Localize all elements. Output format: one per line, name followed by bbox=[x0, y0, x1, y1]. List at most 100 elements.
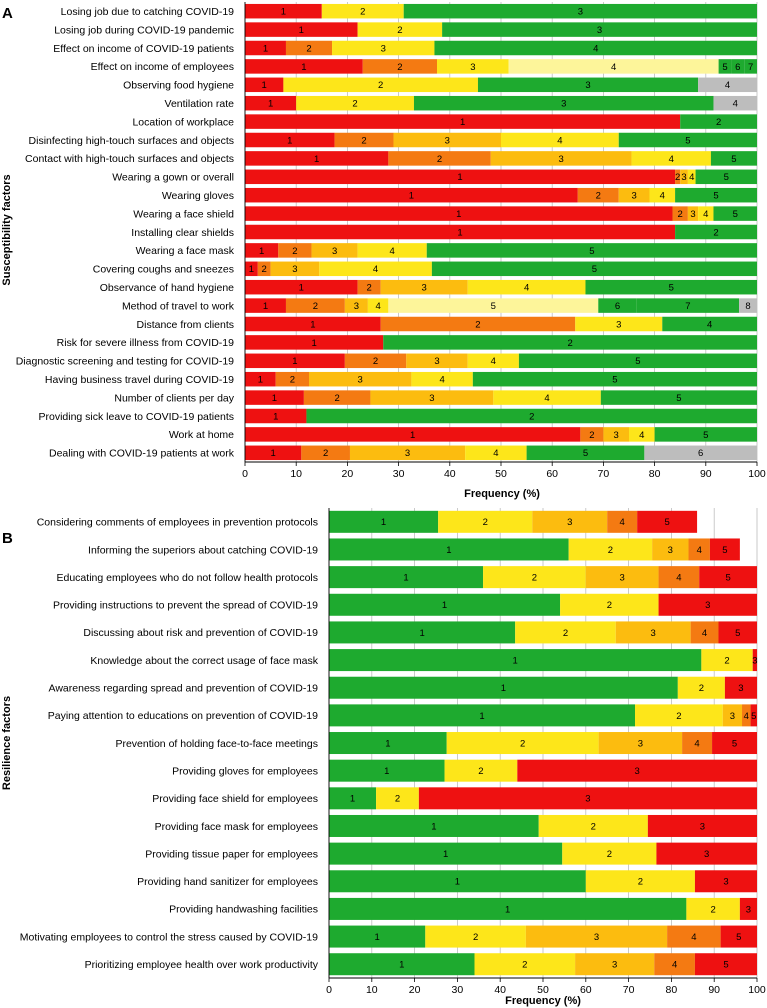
segment-number: 7 bbox=[685, 301, 690, 312]
bar-segment bbox=[357, 22, 443, 37]
segment-number: 3 bbox=[616, 319, 621, 330]
bar-segment bbox=[677, 676, 725, 699]
tick-label: 40 bbox=[444, 468, 456, 480]
category-label: Disinfecting high-touch surfaces and obj… bbox=[29, 135, 234, 147]
bar-segment bbox=[434, 40, 757, 56]
tick-label: 40 bbox=[494, 984, 506, 996]
bar-segment bbox=[474, 953, 576, 976]
segment-number: 3 bbox=[561, 99, 566, 110]
segment-number: 5 bbox=[612, 375, 617, 386]
segment-number: 4 bbox=[390, 246, 395, 257]
segment-number: 5 bbox=[725, 573, 730, 584]
bar-segment bbox=[376, 787, 419, 810]
segment-number: 1 bbox=[403, 573, 408, 584]
bar-segment bbox=[438, 510, 533, 533]
bar-segment bbox=[380, 316, 576, 332]
bar-segment bbox=[718, 59, 732, 74]
bar-segment bbox=[644, 445, 757, 461]
bar-segment bbox=[731, 59, 745, 74]
bar-row: 1 2 3 4 5 bbox=[245, 187, 757, 203]
bar-segment bbox=[388, 151, 491, 166]
panel-a-x-ticks: 0 10 20 30 40 50 60 70 80 90 100 bbox=[242, 2, 766, 480]
segment-number: 1 bbox=[272, 393, 277, 404]
segment-number: 3 bbox=[690, 209, 695, 220]
bar-row: 1 2 3 4 bbox=[245, 95, 757, 111]
bar-segment bbox=[580, 427, 604, 442]
segment-number: 4 bbox=[676, 573, 681, 584]
segment-number: 1 bbox=[501, 683, 506, 694]
category-label: Effect on income of COVID-19 patients bbox=[53, 43, 234, 55]
segment-number: 3 bbox=[381, 43, 386, 54]
segment-number: 1 bbox=[385, 738, 390, 749]
panel-a-x-axis-title: Frequency (%) bbox=[464, 488, 540, 500]
category-label: Losing job during COVID-19 pandemic bbox=[54, 24, 234, 36]
segment-number: 1 bbox=[314, 154, 319, 165]
segment-number: 1 bbox=[299, 25, 304, 36]
bar-segment bbox=[329, 732, 447, 755]
segment-number: 3 bbox=[752, 655, 757, 666]
segment-number: 3 bbox=[405, 448, 410, 459]
category-label: Providing gloves for employees bbox=[172, 765, 318, 777]
bar-segment bbox=[362, 59, 437, 74]
segment-number: 3 bbox=[597, 25, 602, 36]
bar-segment bbox=[426, 243, 757, 258]
segment-number: 1 bbox=[258, 375, 263, 386]
bar-segment bbox=[585, 566, 659, 589]
segment-number: 1 bbox=[375, 932, 380, 943]
panel-b: B Resilience factors 1 2 3 4 51 2 3 4 51 2 3 4 51 2 31… bbox=[1, 508, 766, 1007]
segment-number: 1 bbox=[271, 448, 276, 459]
bar-segment bbox=[699, 566, 757, 589]
tick-label: 0 bbox=[326, 984, 332, 996]
panel-a-letter: A bbox=[2, 5, 13, 22]
bar-segment bbox=[722, 704, 743, 727]
segment-number: 5 bbox=[583, 448, 588, 459]
tick-label: 70 bbox=[623, 984, 635, 996]
segment-number: 1 bbox=[263, 301, 268, 312]
segment-number: 1 bbox=[299, 283, 304, 294]
bar-segment bbox=[329, 593, 561, 616]
bar-segment bbox=[647, 814, 757, 837]
bar-segment bbox=[245, 445, 302, 461]
category-label: Work at home bbox=[169, 429, 234, 441]
bar-segment bbox=[329, 759, 445, 782]
bar-segment bbox=[332, 40, 435, 56]
category-label: Observing food hygiene bbox=[123, 80, 234, 92]
bar-segment bbox=[658, 566, 700, 589]
bar-row: 1 2 3 bbox=[329, 787, 757, 810]
segment-number: 3 bbox=[620, 573, 625, 584]
tick-label: 100 bbox=[748, 468, 766, 480]
bar-row: 1 2 3 bbox=[329, 870, 757, 893]
bar-segment bbox=[724, 676, 757, 699]
segment-number: 2 bbox=[520, 738, 525, 749]
bar-segment bbox=[607, 510, 638, 533]
category-label: Observance of hand hygiene bbox=[100, 282, 234, 294]
bar-row: 1 2 3 4 5 bbox=[329, 510, 698, 533]
bar-row: 1 2 3 4 5 bbox=[329, 621, 757, 644]
bar-segment bbox=[656, 842, 757, 865]
bar-segment bbox=[413, 95, 714, 111]
segment-number: 1 bbox=[457, 227, 462, 238]
category-label: Wearing gloves bbox=[162, 190, 234, 202]
bar-segment bbox=[388, 298, 599, 313]
bar-row: 1 2 3 bbox=[329, 593, 757, 616]
bar-row: 1 2 3 4 5 bbox=[329, 732, 757, 755]
bar-segment bbox=[245, 3, 322, 19]
segment-number: 4 bbox=[703, 209, 708, 220]
bar-segment bbox=[744, 59, 757, 74]
bar-segment bbox=[508, 59, 719, 74]
bar-segment bbox=[710, 151, 757, 166]
bar-segment bbox=[525, 925, 668, 948]
bar-segment bbox=[490, 151, 632, 166]
bar-segment bbox=[311, 243, 358, 258]
category-label: Losing job due to catching COVID-19 bbox=[61, 6, 235, 18]
bar-segment bbox=[418, 787, 757, 810]
bar-segment bbox=[682, 732, 713, 755]
segment-number: 2 bbox=[596, 191, 601, 202]
bar-segment bbox=[303, 390, 371, 405]
bar-segment bbox=[278, 243, 312, 258]
segment-number: 4 bbox=[557, 135, 562, 146]
bar-segment bbox=[393, 132, 501, 148]
bar-segment bbox=[306, 408, 757, 424]
tick-label: 70 bbox=[598, 468, 610, 480]
segment-number: 2 bbox=[361, 135, 366, 146]
